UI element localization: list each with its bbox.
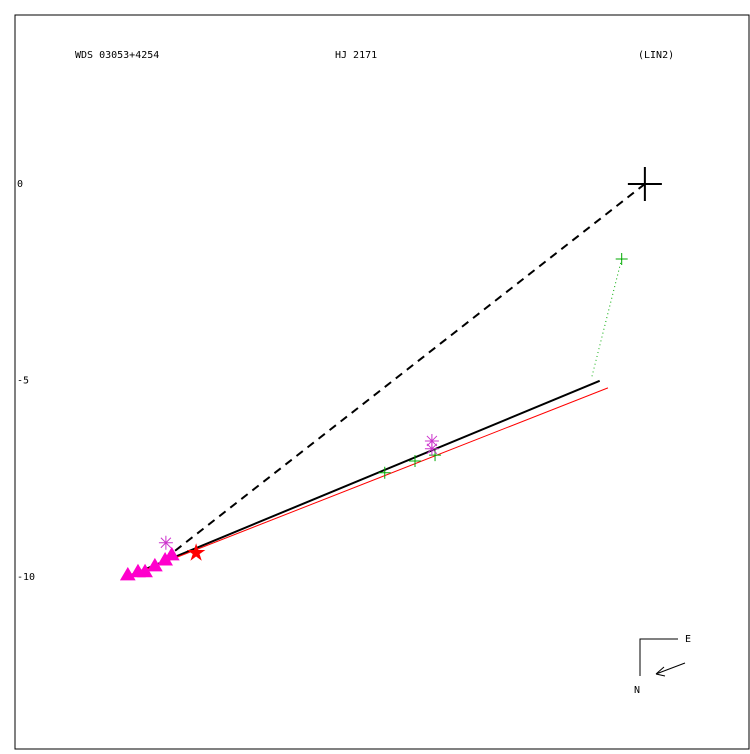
compass-arrow (655, 662, 686, 677)
y-tick-label: 0 (17, 179, 23, 190)
point-star (186, 543, 206, 561)
point-asterisk (424, 441, 439, 456)
point-plus (409, 454, 422, 467)
y-tick-label: -5 (17, 375, 29, 386)
point-big-plus (627, 166, 662, 201)
point-plus (429, 449, 442, 462)
chart-subtitle: HJ 2171 (335, 50, 377, 61)
fit-line (591, 258, 623, 378)
point-plus (378, 466, 391, 479)
compass (639, 638, 678, 676)
point-plus (615, 253, 628, 266)
chart-title: WDS 03053+4254 (75, 50, 159, 61)
y-tick-label: -10 (17, 572, 35, 583)
point-triangle (163, 546, 180, 561)
compass-east: E (685, 634, 691, 645)
point-asterisk (158, 535, 173, 550)
point-asterisk (424, 433, 439, 448)
compass-north: N (634, 685, 640, 696)
frame (14, 14, 750, 750)
fit-line (169, 183, 646, 556)
annotation: (LIN2) (638, 50, 674, 61)
fit-line (121, 379, 601, 580)
fit-line (121, 387, 609, 580)
